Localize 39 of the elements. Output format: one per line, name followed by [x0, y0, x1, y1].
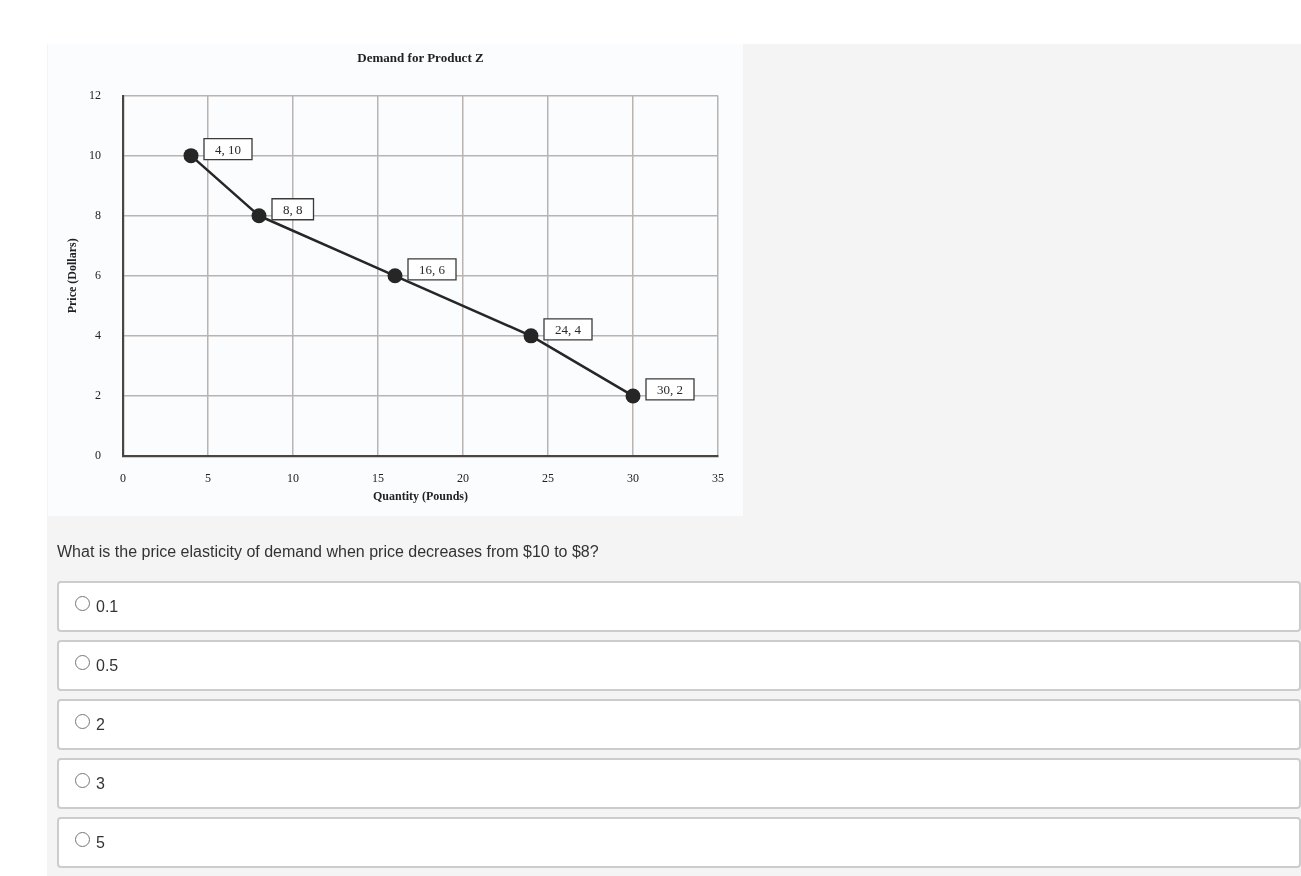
- chart-title: Demand for Product Z: [357, 50, 484, 66]
- data-label: 8, 8: [283, 201, 303, 217]
- y-tick-label: 10: [89, 147, 101, 162]
- y-axis-title: Price (Dollars): [65, 238, 80, 314]
- y-tick-label: 2: [95, 388, 101, 403]
- y-tick-label: 8: [95, 207, 101, 222]
- radio-button[interactable]: [75, 714, 90, 729]
- option-box[interactable]: 0.5: [57, 640, 1301, 691]
- x-tick-label: 25: [542, 471, 554, 486]
- y-tick-label: 4: [95, 328, 101, 343]
- point: [523, 328, 539, 344]
- x-tick-label: 20: [457, 471, 469, 486]
- data-label: 24, 4: [555, 321, 582, 337]
- data-label: 30, 2: [657, 381, 683, 397]
- radio-button[interactable]: [75, 832, 90, 847]
- option-box[interactable]: 2: [57, 699, 1301, 750]
- point: [183, 148, 199, 164]
- data-label: 16, 6: [419, 261, 446, 277]
- y-tick-label: 6: [95, 267, 101, 282]
- x-tick-label: 15: [372, 471, 384, 486]
- option-box[interactable]: 0.1: [57, 581, 1301, 632]
- x-tick-label: 35: [712, 471, 724, 486]
- x-tick-label: 30: [627, 471, 639, 486]
- point: [251, 208, 267, 224]
- option-box[interactable]: 3: [57, 758, 1301, 809]
- point: [625, 388, 641, 404]
- option-box[interactable]: 5: [57, 817, 1301, 868]
- radio-button[interactable]: [75, 773, 90, 788]
- text: What is the price elasticity of demand when price decreases from $10 to $8?: [57, 543, 599, 561]
- x-tick-label: 10: [287, 471, 299, 486]
- point: [387, 268, 403, 284]
- x-tick-label: 5: [205, 471, 211, 486]
- data-label: 4, 10: [215, 141, 241, 157]
- y-tick-label: 0: [95, 448, 101, 463]
- radio-button[interactable]: [75, 655, 90, 670]
- radio-button[interactable]: [75, 596, 90, 611]
- x-tick-label: 0: [120, 471, 126, 486]
- y-tick-label: 12: [89, 87, 101, 102]
- x-axis-title: Quantity (Pounds): [372, 488, 469, 503]
